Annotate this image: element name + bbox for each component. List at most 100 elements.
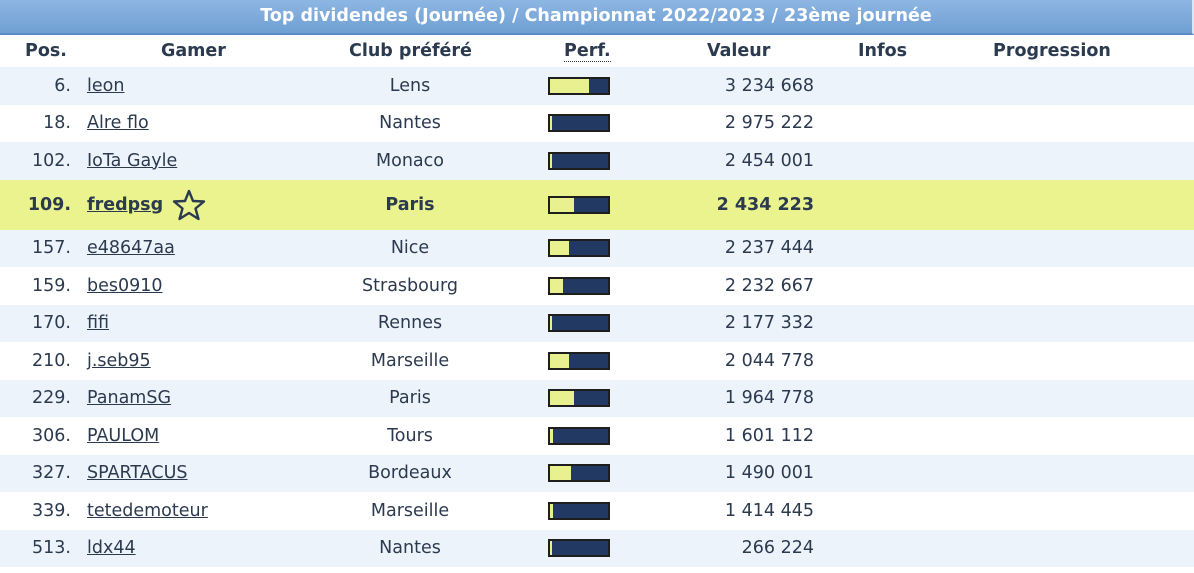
favorite-club: Nice xyxy=(390,238,430,259)
value: 1 490 001 xyxy=(724,463,814,484)
favorite-club: Nantes xyxy=(379,113,441,134)
favorite-club: Paris xyxy=(385,194,435,215)
favorite-club: Strasbourg xyxy=(362,275,458,296)
table-row: 229. PanamSG Paris 1 964 778 xyxy=(0,379,1194,417)
table-row: 339. tetedemoteur Marseille 1 414 445 xyxy=(0,492,1194,530)
value: 266 224 xyxy=(741,538,814,559)
gamer-link[interactable]: ldx44 xyxy=(87,538,136,559)
favorite-club: Nantes xyxy=(379,538,441,559)
perf-bar-fill xyxy=(550,197,575,212)
column-header-infos: Infos xyxy=(858,41,908,61)
favorite-club: Tours xyxy=(387,425,433,446)
perf-bar xyxy=(548,539,610,558)
perf-bar xyxy=(548,351,610,370)
rank-position: 109. xyxy=(27,194,71,215)
gamer-link[interactable]: IoTa Gayle xyxy=(87,150,178,171)
rank-position: 229. xyxy=(32,388,71,409)
perf-bar-fill xyxy=(550,428,554,443)
star-icon[interactable] xyxy=(172,188,206,222)
rank-position: 339. xyxy=(32,500,71,521)
value: 2 177 332 xyxy=(724,313,814,334)
gamer-link[interactable]: bes0910 xyxy=(87,275,163,296)
rank-position: 6. xyxy=(54,75,71,96)
perf-bar-fill xyxy=(550,391,575,406)
gamer-link[interactable]: Alre flo xyxy=(87,113,149,134)
table-row: 18. Alre flo Nantes 2 975 222 xyxy=(0,104,1194,142)
column-header-perf[interactable]: Perf. xyxy=(564,41,611,62)
table-row: 159. bes0910 Strasbourg 2 232 667 xyxy=(0,267,1194,305)
column-header-value: Valeur xyxy=(707,41,771,61)
gamer-link[interactable]: j.seb95 xyxy=(87,350,151,371)
table-row: 210. j.seb95 Marseille 2 044 778 xyxy=(0,342,1194,380)
perf-bar-fill xyxy=(550,153,553,168)
perf-bar xyxy=(548,76,610,95)
ranking-table: 6. leon Lens 3 234 668 18. Alre flo Nantes 2 97… xyxy=(0,67,1194,567)
table-row: 306. PAULOM Tours 1 601 112 xyxy=(0,417,1194,455)
perf-bar xyxy=(548,314,610,333)
favorite-club: Lens xyxy=(389,75,431,96)
value: 2 237 444 xyxy=(724,238,814,259)
rank-position: 306. xyxy=(32,425,71,446)
page-title: Top dividendes (Journée) / Championnat 2… xyxy=(0,0,1194,35)
gamer-link[interactable]: PanamSG xyxy=(87,388,172,409)
favorite-club: Marseille xyxy=(370,350,450,371)
perf-bar-fill xyxy=(550,241,569,256)
column-header-club: Club préféré xyxy=(349,41,472,61)
favorite-club: Rennes xyxy=(377,313,443,334)
value: 2 044 778 xyxy=(724,350,814,371)
perf-bar xyxy=(548,239,610,258)
gamer-link[interactable]: e48647aa xyxy=(87,238,175,259)
perf-bar-fill xyxy=(550,278,563,293)
perf-bar xyxy=(548,195,610,214)
value: 1 964 778 xyxy=(724,388,814,409)
gamer-link[interactable]: leon xyxy=(87,75,125,96)
table-row: 102. IoTa Gayle Monaco 2 454 001 xyxy=(0,142,1194,180)
gamer-link[interactable]: fredpsg xyxy=(87,194,164,215)
value: 2 434 223 xyxy=(716,194,814,215)
perf-bar-fill xyxy=(550,541,553,556)
table-row-current-user: 109. fredpsg Paris 2 434 223 xyxy=(0,179,1194,230)
perf-bar-fill xyxy=(550,116,553,131)
value: 1 601 112 xyxy=(724,425,814,446)
value: 2 232 667 xyxy=(724,275,814,296)
perf-bar xyxy=(548,276,610,295)
table-row: 170. fifi Rennes 2 177 332 xyxy=(0,304,1194,342)
perf-bar xyxy=(548,151,610,170)
perf-bar xyxy=(548,114,610,133)
perf-bar-fill xyxy=(550,466,571,481)
perf-bar-fill xyxy=(550,78,590,93)
rank-position: 210. xyxy=(32,350,71,371)
rank-position: 102. xyxy=(32,150,71,171)
perf-bar-fill xyxy=(550,353,569,368)
rank-position: 159. xyxy=(32,275,71,296)
favorite-club: Monaco xyxy=(376,150,444,171)
rank-position: 513. xyxy=(32,538,71,559)
perf-bar-fill xyxy=(550,503,554,518)
column-header-pos: Pos. xyxy=(25,41,67,61)
value: 2 454 001 xyxy=(724,150,814,171)
perf-bar xyxy=(548,464,610,483)
perf-bar-fill xyxy=(550,316,553,331)
value: 2 975 222 xyxy=(724,113,814,134)
favorite-club: Bordeaux xyxy=(368,463,452,484)
rank-position: 170. xyxy=(32,313,71,334)
gamer-link[interactable]: SPARTACUS xyxy=(87,463,188,484)
value: 1 414 445 xyxy=(724,500,814,521)
table-row: 6. leon Lens 3 234 668 xyxy=(0,67,1194,105)
gamer-link[interactable]: tetedemoteur xyxy=(87,500,208,521)
rank-position: 18. xyxy=(43,113,71,134)
perf-bar xyxy=(548,389,610,408)
perf-bar xyxy=(548,426,610,445)
rank-position: 157. xyxy=(32,238,71,259)
table-row: 327. SPARTACUS Bordeaux 1 490 001 xyxy=(0,454,1194,492)
favorite-club: Marseille xyxy=(370,500,450,521)
value: 3 234 668 xyxy=(724,75,814,96)
gamer-link[interactable]: fifi xyxy=(87,313,110,334)
column-header-progression: Progression xyxy=(993,41,1111,61)
table-row: 157. e48647aa Nice 2 237 444 xyxy=(0,229,1194,267)
gamer-link[interactable]: PAULOM xyxy=(87,425,160,446)
table-header: Pos. Gamer Club préféré Perf. Valeur Inf… xyxy=(0,35,1194,67)
favorite-club: Paris xyxy=(389,388,431,409)
rank-position: 327. xyxy=(32,463,71,484)
table-row: 513. ldx44 Nantes 266 224 xyxy=(0,529,1194,567)
